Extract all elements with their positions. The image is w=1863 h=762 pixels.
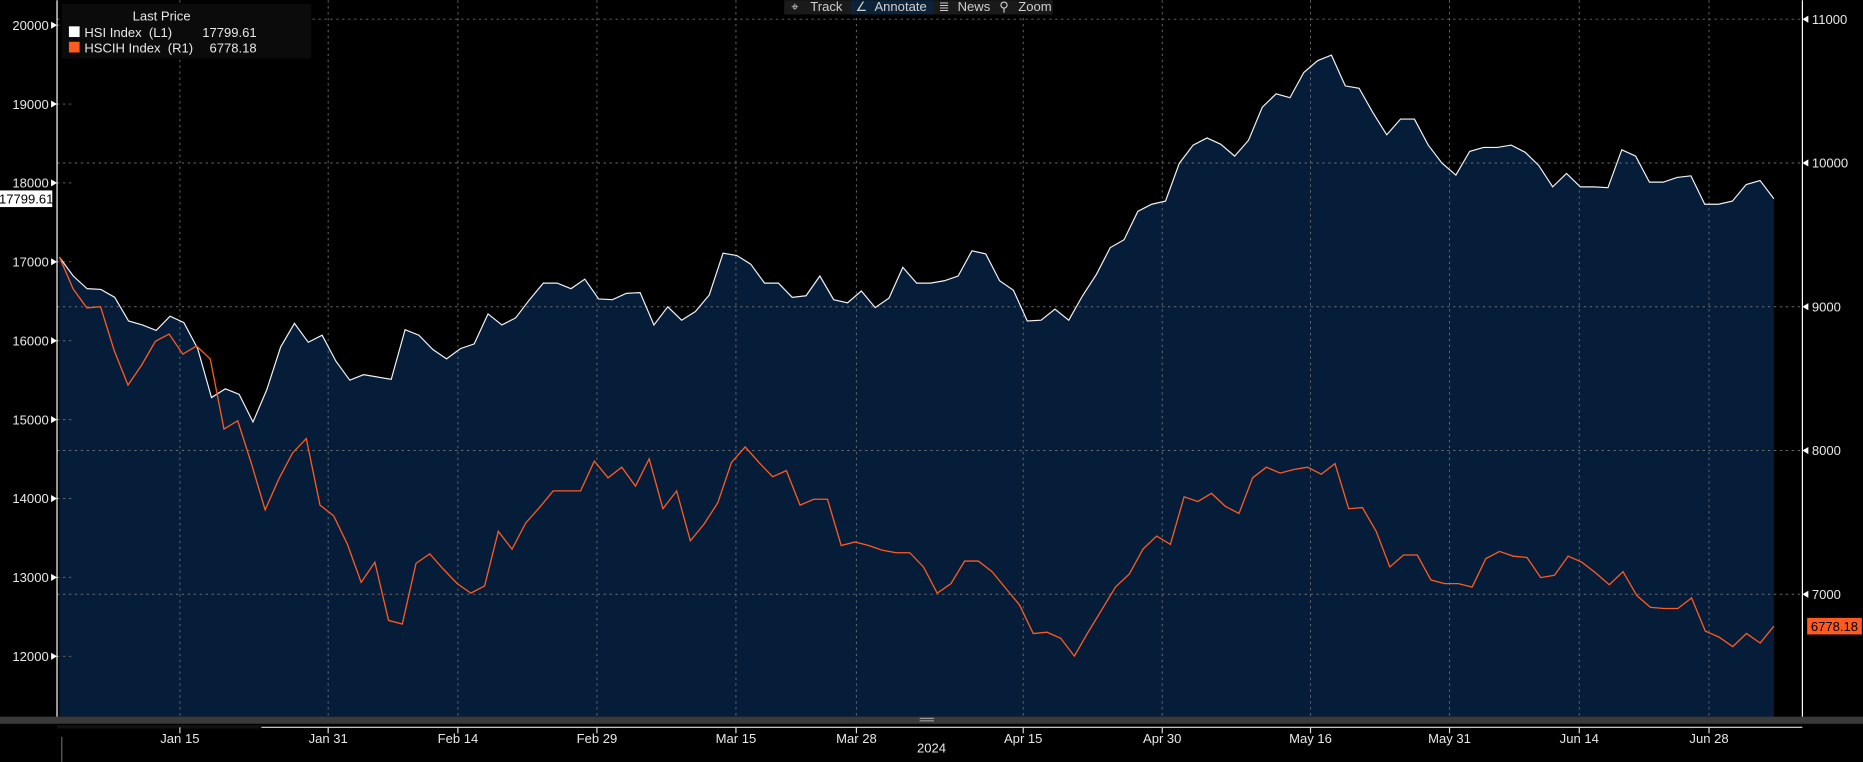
hscih-swatch [68,41,80,53]
left-tick [51,21,58,29]
news-button[interactable] [933,0,994,15]
right-tick [1802,159,1809,167]
left-tick [51,494,58,503]
x-axis-year: 2024 [917,740,946,755]
annotate-button[interactable] [850,0,934,15]
left-tick [51,416,58,424]
right-tick-label: 8000 [1812,443,1841,458]
divider-grip-icon [919,717,934,720]
x-tick-label: Apr 30 [1143,731,1181,746]
left-tick-label: 13000 [12,570,48,585]
left-tick [51,179,58,187]
hsi-last-tag-box [0,190,53,208]
hscih-last-tag-box [1807,617,1862,635]
left-tick [51,652,58,660]
x-tick-label: Apr 15 [1004,731,1042,746]
hsi-last-tag: 17799.61 [0,190,53,208]
track-label: Track [810,0,843,14]
x-tick-label: May 16 [1289,731,1332,746]
legend-title: Last Price [133,8,191,23]
left-tick-label: 18000 [12,176,48,191]
magnifier-icon: ⚲ [999,0,1009,14]
left-tick [51,258,58,266]
hscih-line [58,256,1775,658]
zoom-label: Zoom [1018,0,1051,14]
hscih-last-tag: 6778.18 [1807,617,1862,635]
legend: Last Price HSI Index (L1) 17799.61 HSCIH… [61,3,312,59]
divider-grip-icon [919,720,934,722]
left-tick-label: 15000 [12,412,48,427]
x-tick-label: Jun 14 [1560,731,1599,746]
scroll-range[interactable] [57,724,262,729]
hscih-last-value: 6778.18 [1811,619,1858,634]
crosshair-icon: ⌖ [791,0,799,14]
right-tick [1802,590,1809,598]
right-tick [1802,15,1809,23]
hsi-last-value: 17799.61 [0,191,53,206]
legend-box [61,3,312,59]
legend-hsi-value: 17799.61 [202,25,256,40]
legend-hscih-name: HSCIH Index (R1) [84,40,193,55]
x-axis: Jan 15 Jan 31 Feb 14 Feb 29 Mar 15 Mar 28 Apr … [160,727,1729,746]
left-tick-label: 14000 [12,491,48,506]
left-tick-label: 20000 [12,18,48,33]
news-icon: ≣ [939,0,950,14]
zoom-button[interactable] [993,0,1053,15]
x-tick-label: Jan 15 [160,731,199,746]
track-button[interactable] [784,0,851,15]
x-tick-label: Feb 14 [438,731,479,746]
right-tick-label: 11000 [1812,12,1847,27]
left-tick [51,337,58,345]
x-tick-label: Jun 28 [1689,731,1728,746]
left-tick-label: 12000 [12,649,48,664]
x-tick-label: Mar 28 [836,731,877,746]
x-tick-label: Jan 31 [309,731,348,746]
hsi-area-fill [59,55,1774,717]
left-tick [51,100,58,108]
left-tick-label: 19000 [12,97,48,112]
left-tick-label: 17000 [12,255,48,270]
x-tick-label: Mar 15 [716,731,757,746]
left-tick [51,573,58,581]
left-axis: 20000 19000 18000 17000 16000 15000 14000 13000… [12,18,58,664]
pencil-icon: ∠ [855,0,867,14]
x-tick-label: May 31 [1428,731,1471,746]
annotate-label: Annotate [874,0,926,14]
right-tick [1802,446,1809,455]
right-tick-label: 7000 [1812,587,1841,602]
grid-overlay [57,0,1803,717]
toolbar: ⌖ Track ∠ Annotate ≣ News ⚲ Zoom [784,0,1053,15]
news-label: News [958,0,991,14]
right-tick [1802,303,1809,311]
left-tick-label: 16000 [12,333,48,348]
x-tick-label: Feb 29 [577,731,618,746]
right-tick-label: 9000 [1812,299,1841,314]
right-tick-label: 10000 [1812,156,1848,171]
legend-hscih-value: 6778.18 [209,40,256,55]
right-axis: 11000 10000 9000 8000 7000 [1802,12,1848,602]
legend-hsi-name: HSI Index (L1) [84,25,172,40]
hsi-swatch [68,26,80,38]
hsi-line [58,54,1775,424]
